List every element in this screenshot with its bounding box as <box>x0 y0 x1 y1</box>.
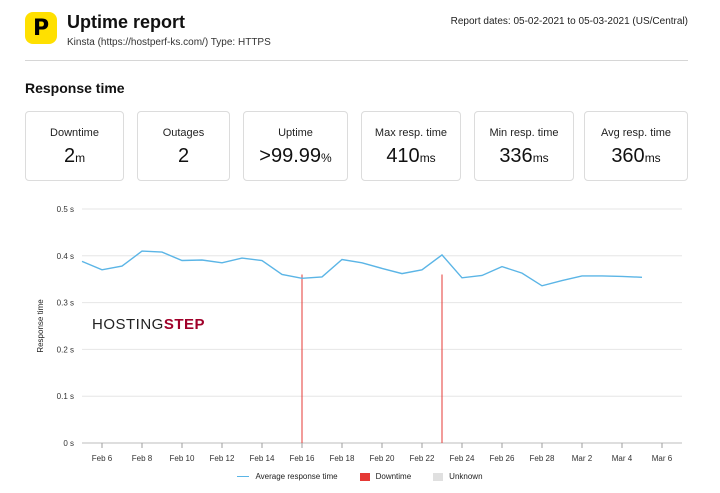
stat-label: Outages <box>162 127 205 139</box>
x-tick-label: Feb 26 <box>490 454 515 463</box>
stat-card-avg-resp: Avg resp. time 360ms <box>584 111 688 181</box>
legend-label: Downtime <box>375 472 412 481</box>
legend-line-swatch <box>237 476 250 477</box>
x-tick-label: Feb 28 <box>530 454 555 463</box>
watermark-text-2: STEP <box>163 316 206 333</box>
stat-value: 2 <box>177 145 190 167</box>
x-tick-label: Feb 16 <box>290 454 315 463</box>
x-tick-label: Mar 4 <box>612 454 633 463</box>
hostingstep-watermark: HOSTINGSTEP <box>92 316 205 333</box>
y-tick-label: 0.1 s <box>57 392 74 401</box>
stat-label: Min resp. time <box>489 127 559 139</box>
watermark-text-1: HOSTING <box>92 316 164 333</box>
legend-item-avg[interactable]: Average response time <box>237 472 338 481</box>
app-logo: P <box>25 12 57 44</box>
stat-label: Max resp. time <box>374 127 448 139</box>
legend-label: Average response time <box>255 472 338 481</box>
stat-card-uptime: Uptime >99.99% <box>243 111 348 181</box>
stat-value: 410 <box>386 145 420 167</box>
x-tick-label: Feb 18 <box>330 454 355 463</box>
legend-item-downtime[interactable]: Downtime <box>359 472 412 481</box>
stat-value: 360 <box>611 145 645 167</box>
stat-value: 336 <box>499 145 533 167</box>
x-tick-label: Feb 8 <box>132 454 153 463</box>
stat-unit: % <box>321 151 332 165</box>
x-tick-label: Feb 14 <box>250 454 275 463</box>
x-tick-label: Feb 12 <box>210 454 235 463</box>
x-tick-label: Mar 2 <box>572 454 593 463</box>
x-tick-label: Feb 24 <box>450 454 475 463</box>
y-axis-label: Response time <box>36 299 45 353</box>
stat-unit: ms <box>419 151 436 165</box>
stat-value: >99.99 <box>259 145 322 167</box>
y-tick-label: 0 s <box>63 439 74 448</box>
report-dates: Report dates: 05-02-2021 to 05-03-2021 (… <box>450 16 688 27</box>
y-tick-label: 0.2 s <box>57 345 74 354</box>
x-tick-label: Feb 10 <box>170 454 195 463</box>
series-line-avg-response <box>81 250 643 287</box>
stat-card-min-resp: Min resp. time 336ms <box>474 111 574 181</box>
legend-label: Unknown <box>449 472 483 481</box>
stat-label: Avg resp. time <box>600 127 672 139</box>
header-divider <box>25 60 688 61</box>
stat-card-outages: Outages 2 <box>137 111 230 181</box>
legend-item-unknown[interactable]: Unknown <box>433 472 483 481</box>
stat-value: 2 <box>63 145 76 167</box>
section-title: Response time <box>25 80 125 96</box>
y-tick-label: 0.4 s <box>57 252 74 261</box>
monitor-subtitle: Kinsta (https://hostperf-ks.com/) Type: … <box>67 37 271 48</box>
x-tick-label: Feb 22 <box>410 454 435 463</box>
legend-box-swatch <box>433 472 444 481</box>
stat-card-downtime: Downtime 2m <box>25 111 124 181</box>
legend-box-swatch <box>359 472 370 481</box>
stat-label: Uptime <box>278 127 313 139</box>
y-tick-label: 0.5 s <box>57 205 74 214</box>
stat-card-max-resp: Max resp. time 410ms <box>361 111 461 181</box>
x-tick-label: Feb 6 <box>92 454 113 463</box>
stat-label: Downtime <box>50 127 99 139</box>
stat-unit: m <box>75 151 86 165</box>
stat-unit: ms <box>532 151 549 165</box>
logo-letter: P <box>32 15 50 41</box>
response-time-chart: 0 s 0.1 s 0.2 s 0.3 s 0.4 s 0.5 s Response tim… <box>36 205 682 463</box>
x-tick-label: Feb 20 <box>370 454 395 463</box>
stat-unit: ms <box>644 151 661 165</box>
x-tick-label: Mar 6 <box>652 454 673 463</box>
page-title: Uptime report <box>67 12 186 32</box>
chart-legend: Average response time Downtime Unknown <box>0 472 720 481</box>
y-tick-label: 0.3 s <box>57 299 74 308</box>
